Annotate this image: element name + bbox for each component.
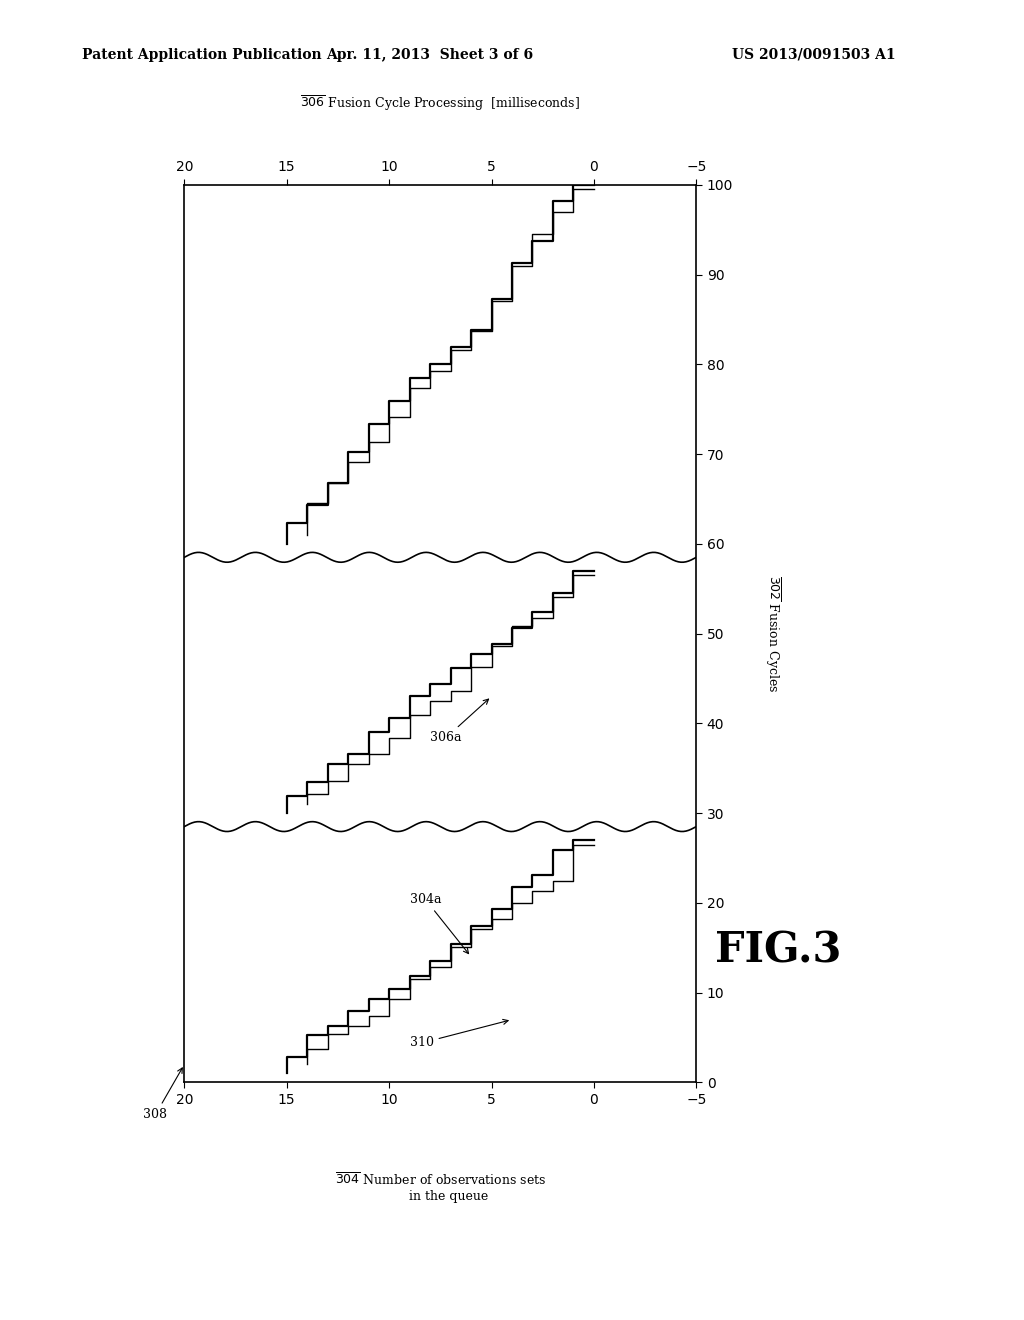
Text: US 2013/0091503 A1: US 2013/0091503 A1 <box>732 48 896 62</box>
Text: 306a: 306a <box>430 700 488 744</box>
Text: Patent Application Publication: Patent Application Publication <box>82 48 322 62</box>
Y-axis label: $\overline{302}$ Fusion Cycles: $\overline{302}$ Fusion Cycles <box>763 576 781 692</box>
Text: 308: 308 <box>143 1068 182 1121</box>
Text: Apr. 11, 2013  Sheet 3 of 6: Apr. 11, 2013 Sheet 3 of 6 <box>327 48 534 62</box>
Text: $\overline{304}$ Number of observations sets
    in the queue: $\overline{304}$ Number of observations … <box>335 1172 546 1204</box>
Text: 304a: 304a <box>410 892 469 953</box>
Text: FIG.3: FIG.3 <box>715 929 842 972</box>
Text: 310: 310 <box>410 1019 508 1049</box>
Text: $\overline{306}$ Fusion Cycle Processing  [milliseconds]: $\overline{306}$ Fusion Cycle Processing… <box>300 94 581 114</box>
